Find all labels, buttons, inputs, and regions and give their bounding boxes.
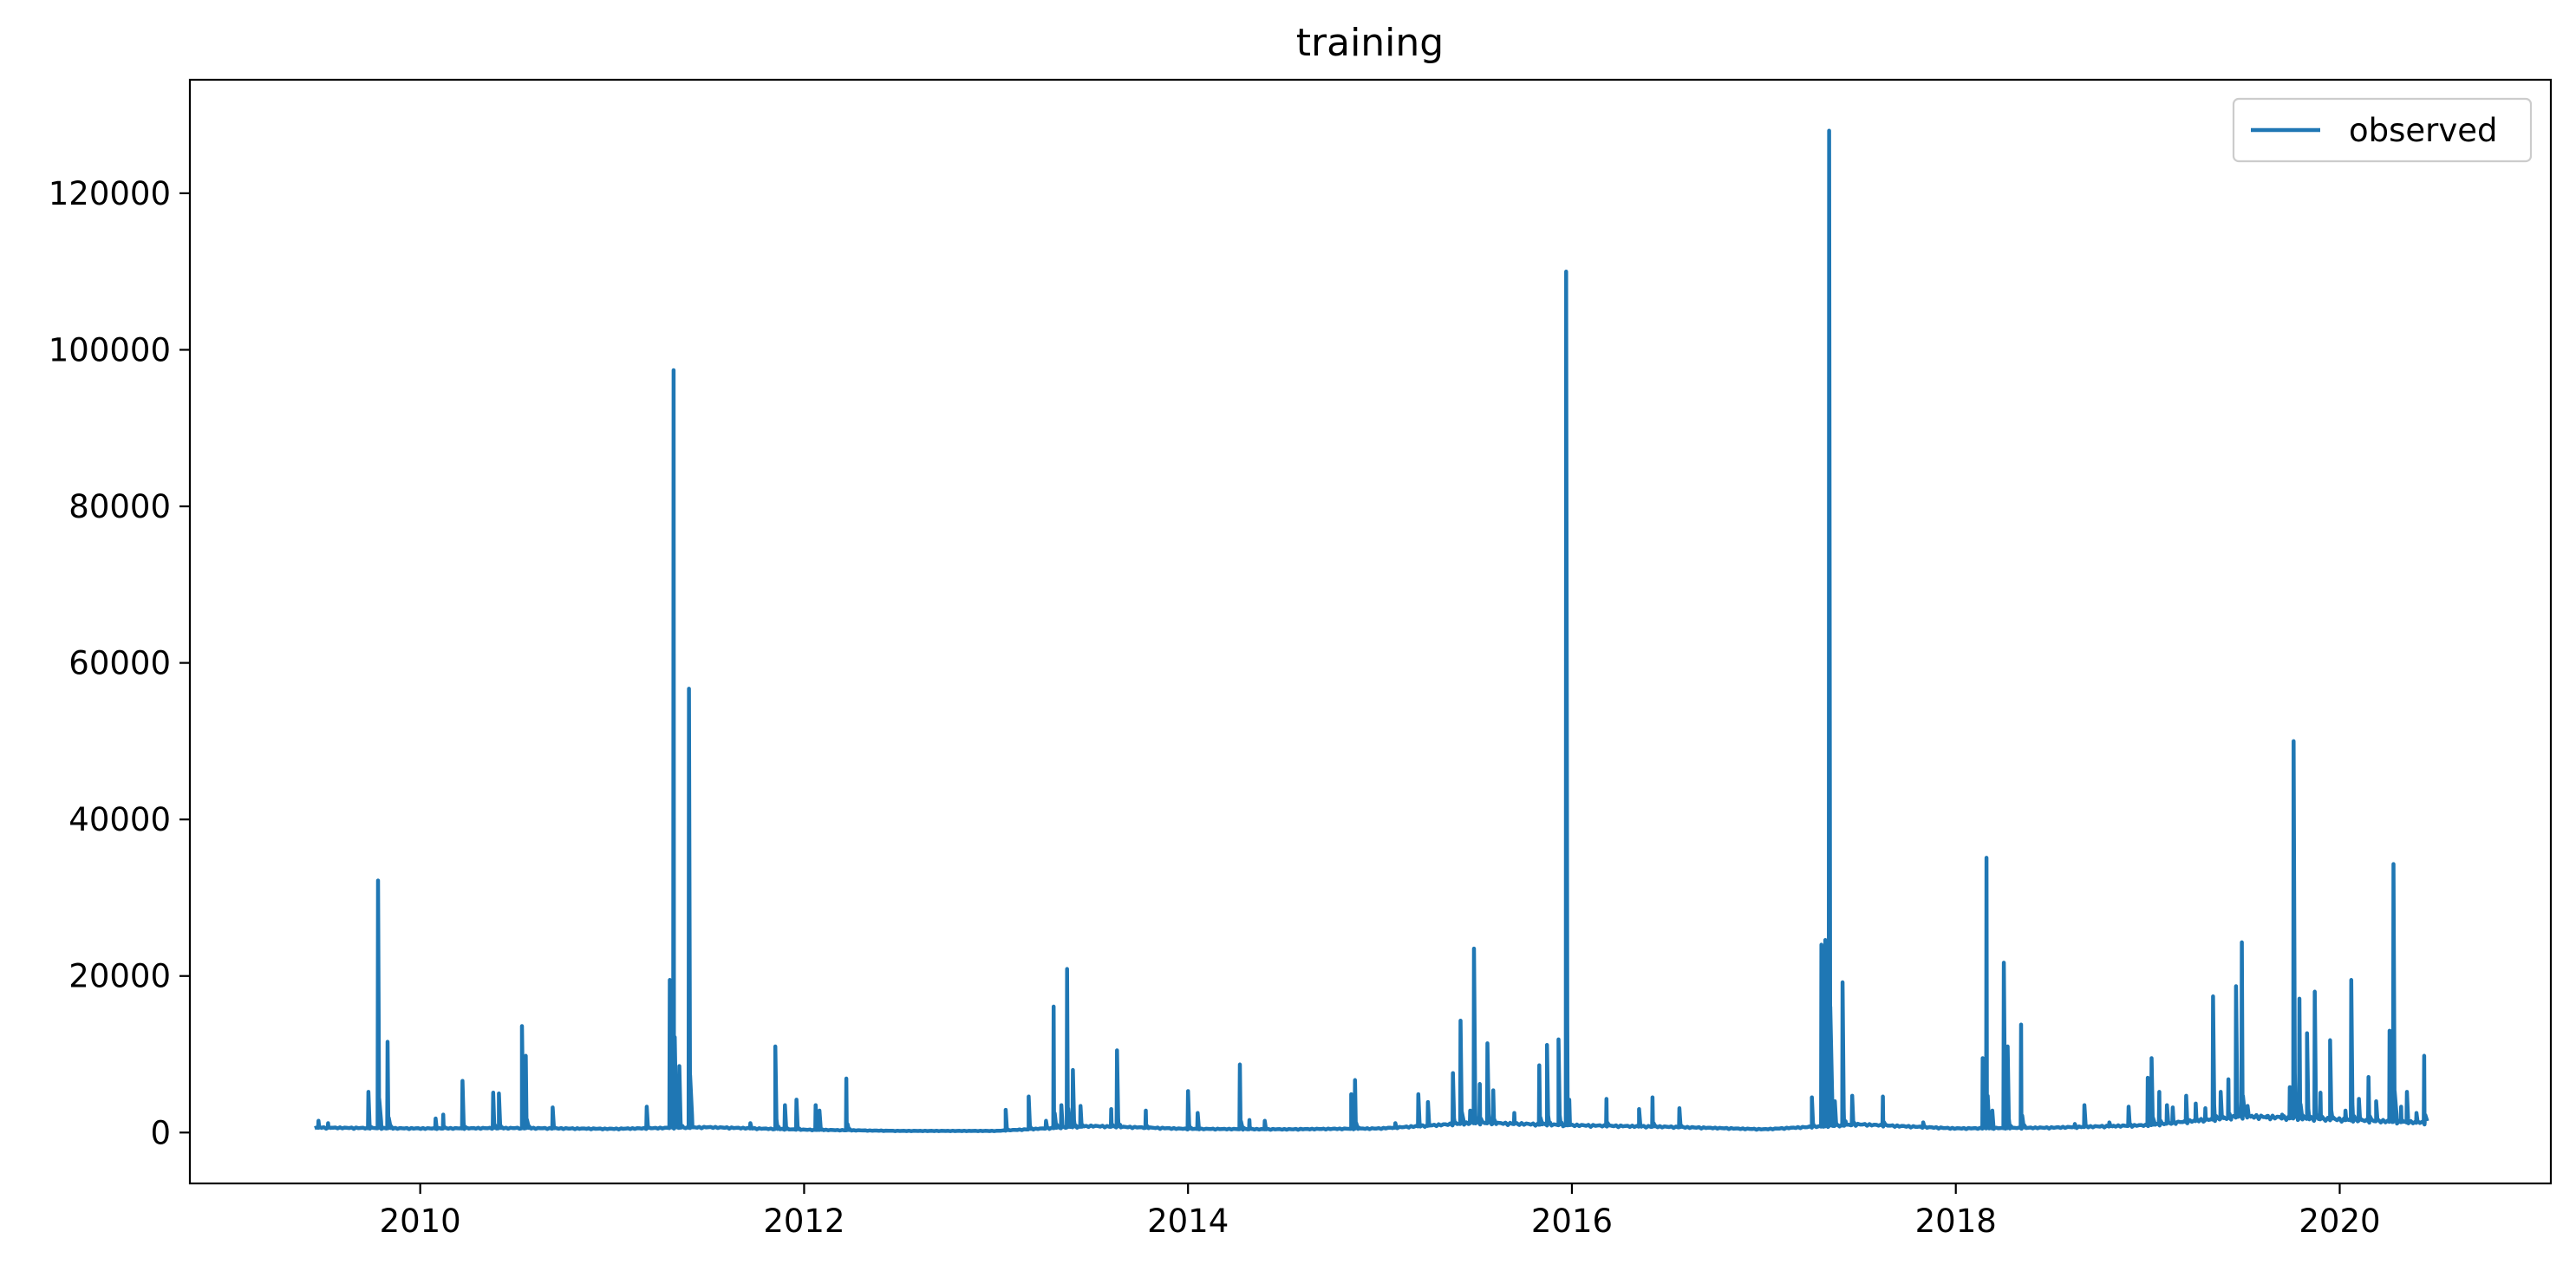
y-tick-label: 20000 bbox=[68, 958, 171, 995]
x-tick-label: 2020 bbox=[2299, 1203, 2380, 1240]
y-tick-label: 120000 bbox=[49, 175, 171, 212]
x-tick-label: 2016 bbox=[1531, 1203, 1613, 1240]
x-tick-label: 2014 bbox=[1147, 1203, 1229, 1240]
y-tick-label: 80000 bbox=[68, 488, 171, 525]
x-tick-label: 2012 bbox=[763, 1203, 845, 1240]
legend-box bbox=[2232, 97, 2533, 163]
y-tick-label: 60000 bbox=[68, 645, 171, 682]
legend-label-observed: observed bbox=[2349, 112, 2498, 149]
x-axis: 2010 2012 2014 2016 2018 2020 bbox=[380, 1183, 2381, 1240]
series-line-observed bbox=[314, 128, 2429, 1133]
x-tick-label: 2018 bbox=[1915, 1203, 1997, 1240]
y-tick-label: 0 bbox=[150, 1114, 171, 1151]
legend: observed bbox=[2232, 97, 2533, 163]
y-axis: 0 20000 40000 60000 80000 100000 120000 bbox=[49, 175, 190, 1151]
chart-title: training bbox=[1296, 21, 1444, 65]
y-tick-label: 100000 bbox=[49, 331, 171, 368]
axes-frame bbox=[188, 78, 2553, 1185]
plot-area bbox=[314, 128, 2429, 1133]
y-tick-label: 40000 bbox=[68, 801, 171, 838]
x-tick-label: 2010 bbox=[380, 1203, 461, 1240]
